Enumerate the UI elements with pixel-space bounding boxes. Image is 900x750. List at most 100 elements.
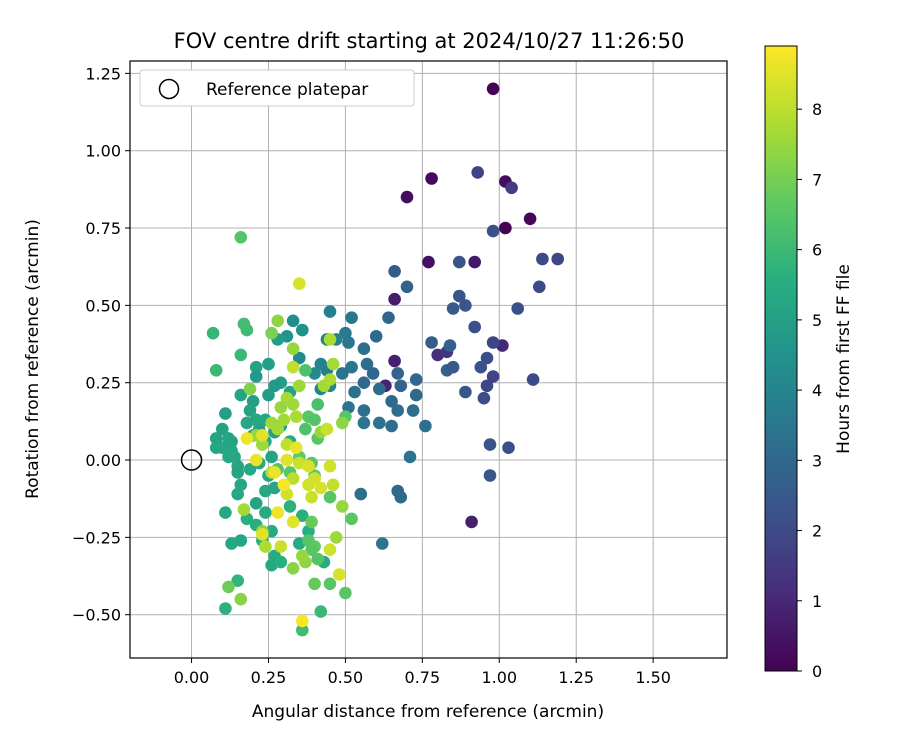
data-point (446, 360, 460, 374)
data-point (354, 487, 368, 501)
data-point (234, 348, 248, 362)
data-point (240, 432, 254, 445)
data-point (388, 292, 401, 306)
data-point (249, 497, 263, 510)
data-point (357, 404, 371, 417)
data-point (219, 602, 232, 615)
data-point (286, 342, 300, 356)
data-point (219, 506, 232, 519)
data-point (345, 360, 358, 374)
y-tick-label: 0.75 (85, 219, 121, 238)
data-point (483, 438, 497, 451)
data-point (323, 543, 337, 556)
colorbar-gradient (764, 45, 798, 672)
data-point (219, 407, 232, 420)
y-axis-label: Rotation from reference (arcmin) (23, 219, 43, 499)
data-point (536, 252, 549, 266)
y-tick-label: 1.00 (85, 142, 121, 161)
data-point (209, 432, 223, 445)
x-tick-label: 1.50 (635, 668, 671, 687)
plot-frame (129, 60, 728, 659)
data-point (274, 540, 288, 553)
data-point (373, 416, 386, 430)
data-point (406, 404, 420, 417)
data-point (483, 469, 497, 482)
data-point (339, 586, 352, 600)
colorbar-ticks: 0 1 2 3 4 5 6 7 8 (797, 100, 822, 681)
data-point (277, 413, 291, 427)
data-point (551, 252, 564, 266)
data-point (388, 265, 401, 278)
colorbar-tick-label: 7 (812, 170, 822, 189)
data-point (409, 388, 423, 402)
data-point (311, 552, 325, 566)
data-point (255, 438, 269, 451)
data-point (474, 360, 488, 374)
data-point (259, 506, 272, 519)
data-point (345, 512, 358, 526)
data-point (308, 413, 321, 427)
data-point (425, 336, 438, 349)
colorbar-tick-label: 4 (812, 381, 822, 400)
data-point (280, 453, 294, 467)
data-point (323, 305, 337, 318)
data-point (314, 481, 328, 495)
data-point (400, 280, 414, 294)
data-point (277, 478, 291, 492)
data-point (222, 450, 235, 464)
data-point (480, 351, 494, 365)
data-point (465, 515, 478, 529)
data-point (403, 450, 417, 464)
data-point (505, 181, 518, 195)
data-point (409, 373, 423, 386)
data-point (286, 360, 300, 374)
x-tick-label: 0.00 (174, 668, 210, 687)
data-point (302, 459, 315, 473)
data-point (209, 441, 223, 455)
data-point (345, 311, 358, 325)
data-point (299, 422, 312, 436)
data-point (419, 419, 432, 433)
data-point (286, 398, 300, 411)
data-point (296, 623, 309, 637)
colorbar-tick-label: 2 (812, 522, 822, 541)
x-tick-label: 0.50 (328, 668, 364, 687)
data-point (477, 391, 491, 405)
colorbar-tick-label: 5 (812, 311, 822, 330)
data-point (296, 614, 309, 628)
colorbar-tick-label: 6 (812, 241, 822, 260)
data-point (268, 466, 281, 479)
data-point (296, 323, 309, 337)
data-point (249, 360, 263, 374)
data-point (486, 82, 500, 96)
chart-title: FOV centre drift starting at 2024/10/27 … (174, 29, 685, 53)
data-point (336, 500, 349, 513)
reference-platepar-marker-group (180, 449, 203, 471)
data-point (394, 379, 408, 393)
data-point (296, 509, 309, 522)
data-point (348, 385, 361, 399)
data-point (323, 490, 337, 504)
data-point (523, 212, 537, 226)
data-point (271, 506, 285, 519)
data-point (357, 416, 371, 430)
colorbar: 0 1 2 3 4 5 6 7 8 Hours from first FF file (764, 45, 854, 681)
y-tick-label: 0.50 (85, 296, 121, 315)
x-tick-label: 1.00 (481, 668, 517, 687)
data-point (486, 224, 500, 238)
x-tick-label: 0.75 (405, 668, 441, 687)
colorbar-tick-label: 8 (812, 100, 822, 119)
data-point (369, 330, 383, 343)
data-point (231, 487, 244, 501)
data-point (234, 388, 248, 402)
data-point (274, 555, 288, 569)
data-point (305, 490, 318, 504)
legend-label: Reference platepar (206, 80, 368, 100)
data-point (293, 277, 306, 291)
x-axis-ticks: 0.00 0.25 0.50 0.75 1.00 1.25 1.50 (174, 658, 671, 687)
data-point (443, 339, 457, 352)
data-point (357, 342, 371, 356)
data-point (394, 490, 408, 504)
legend-reference-marker (158, 78, 180, 100)
colorbar-label: Hours from first FF file (834, 264, 854, 454)
